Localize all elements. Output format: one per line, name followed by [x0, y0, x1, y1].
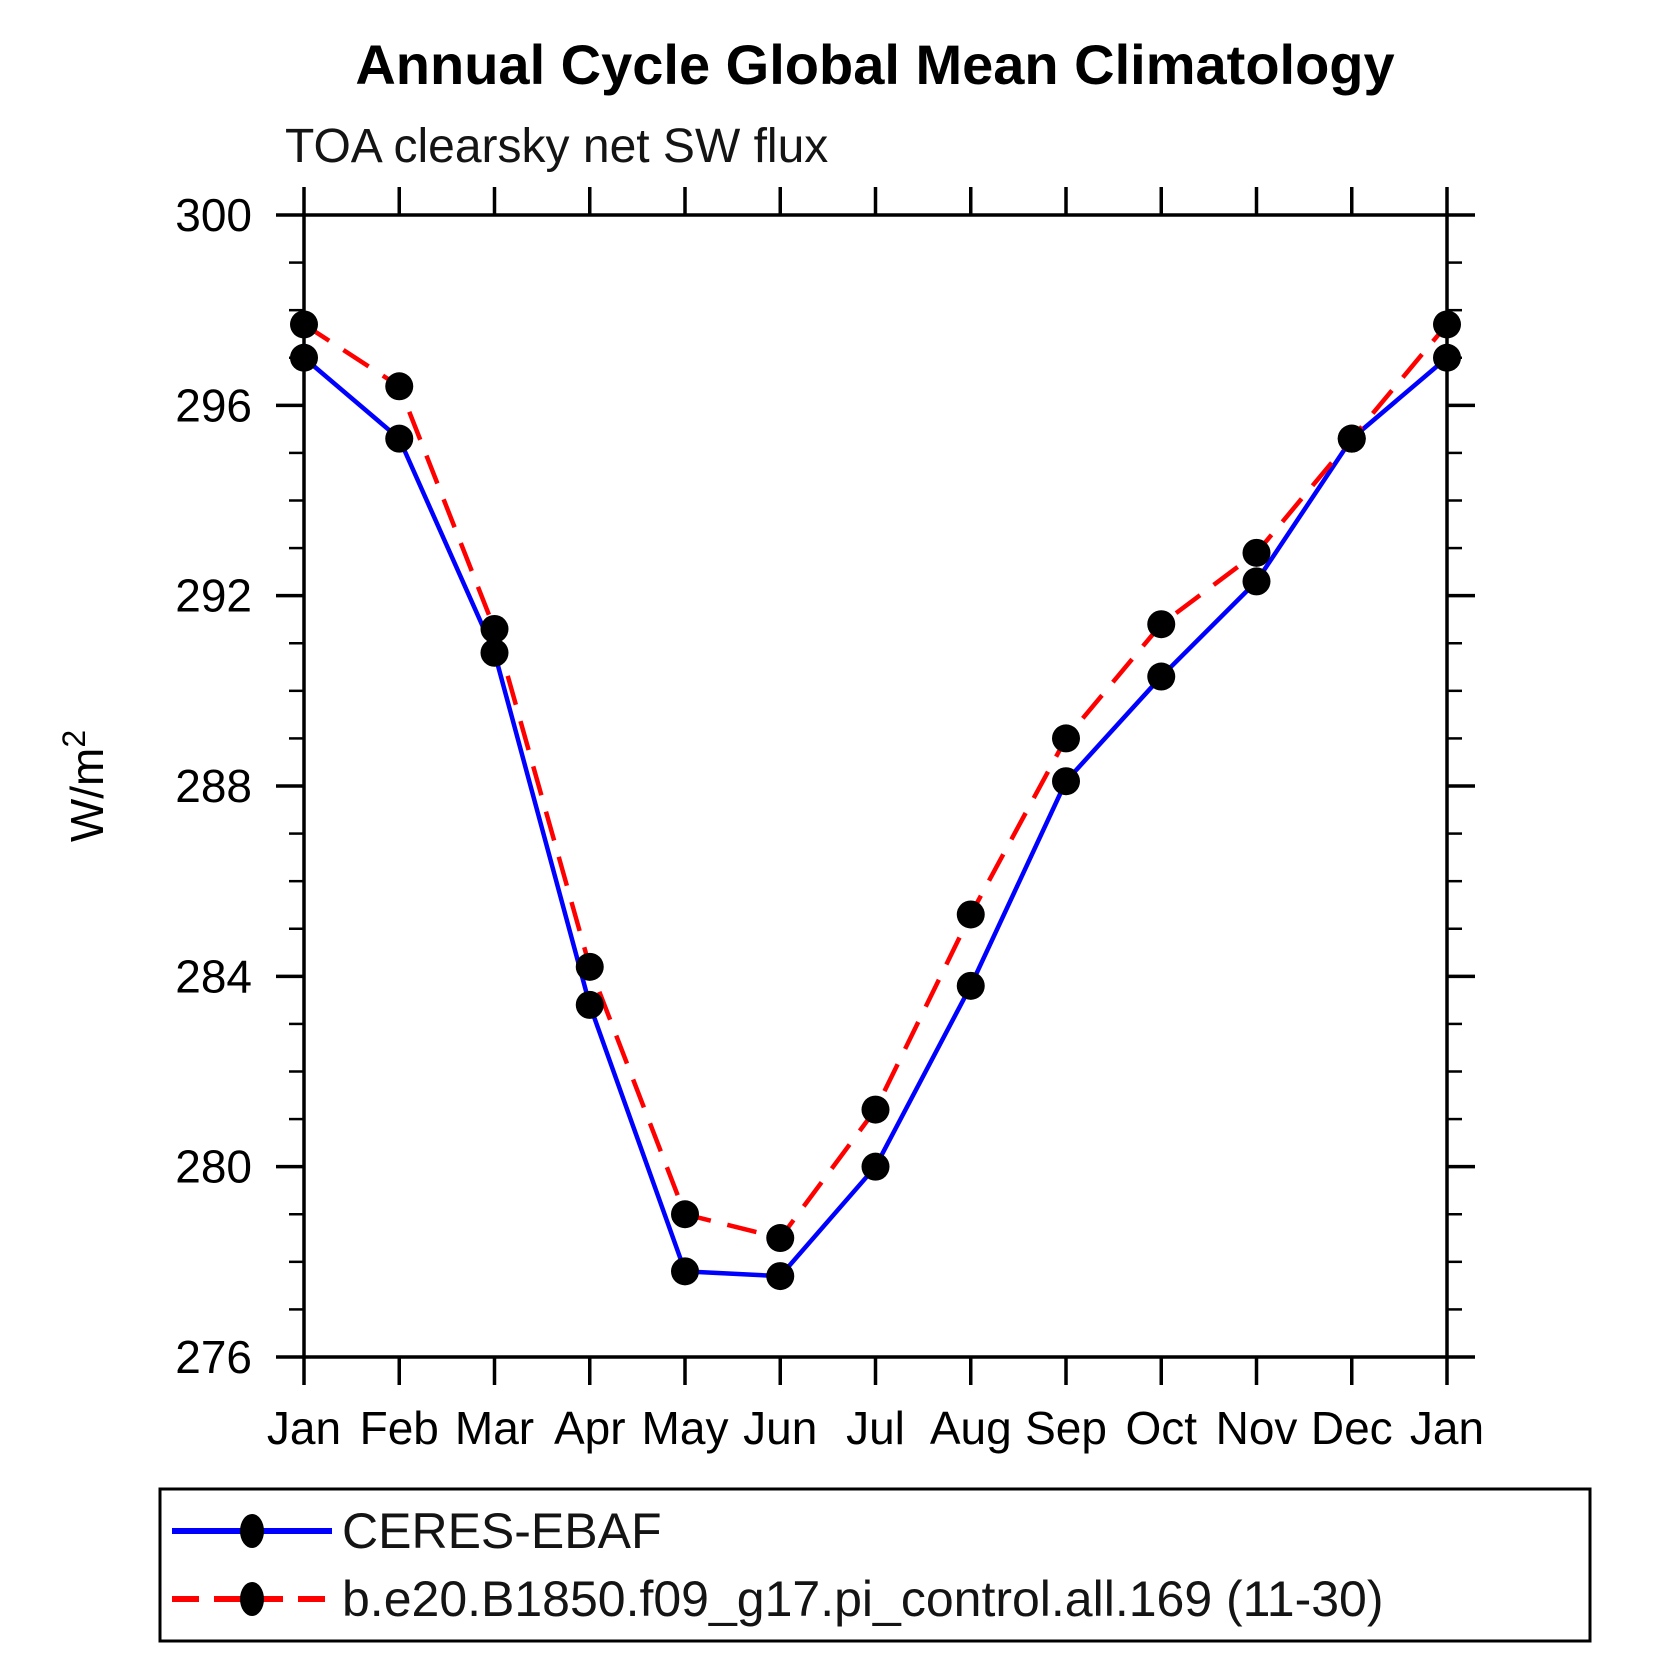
chart-legend: CERES-EBAF b.e20.B1850.f09_g17.pi_contro… [158, 1487, 1592, 1643]
data-point-marker [480, 614, 509, 643]
data-point-marker [480, 638, 509, 667]
data-point-marker [671, 1257, 699, 1286]
data-point-marker [766, 1224, 795, 1253]
legend-label-ceres: CERES-EBAF [342, 1503, 662, 1559]
legend-label-model: b.e20.B1850.f09_g17.pi_control.all.169 (… [342, 1571, 1384, 1627]
legend-marker-dot [240, 1514, 264, 1548]
data-point-marker [671, 1200, 699, 1229]
x-tick-label: Aug [930, 1402, 1012, 1454]
x-tick-label: May [642, 1402, 729, 1454]
data-point-marker [290, 343, 318, 372]
y-tick-label: 280 [175, 1141, 252, 1193]
x-tick-label: Jan [1410, 1402, 1484, 1454]
x-tick-label: Jun [743, 1402, 817, 1454]
chart-title: Annual Cycle Global Mean Climatology [355, 33, 1394, 96]
data-point-marker [385, 372, 414, 401]
data-point-marker [1242, 567, 1271, 596]
x-tick-label: Sep [1025, 1402, 1107, 1454]
x-tick-label: Apr [554, 1402, 626, 1454]
x-tick-label: Nov [1216, 1402, 1298, 1454]
x-tick-label: Jan [267, 1402, 341, 1454]
data-point-marker [1242, 538, 1271, 567]
data-point-marker [290, 310, 318, 339]
data-point-marker [1433, 343, 1461, 372]
data-point-marker [861, 1095, 890, 1124]
data-point-marker [861, 1152, 890, 1181]
plot-box [302, 213, 1449, 1359]
data-point-marker [956, 971, 985, 1000]
data-point-marker [575, 952, 604, 981]
chart-subtitle: TOA clearsky net SW flux [285, 120, 828, 173]
data-point-marker [1147, 662, 1176, 691]
y-tick-label: 296 [175, 379, 252, 431]
data-point-marker [1337, 424, 1366, 453]
data-point-marker [1147, 610, 1176, 639]
data-point-marker [956, 900, 985, 929]
plot-area: 300 296 292 288 284 280 276 Jan Feb Mar Apr May Jun J… [56, 187, 1484, 1454]
data-point-marker [385, 424, 414, 453]
data-point-marker [1433, 310, 1461, 339]
legend-entry-model: b.e20.B1850.f09_g17.pi_control.all.169 (… [172, 1571, 1384, 1627]
y-tick-label: 292 [175, 570, 252, 622]
y-tick-label: 284 [175, 950, 252, 1002]
legend-marker-dot [240, 1582, 264, 1616]
x-tick-label: Jul [846, 1402, 905, 1454]
y-axis-label: W/m2 [56, 730, 113, 842]
y-tick-label: 300 [175, 189, 252, 241]
legend-entry-ceres: CERES-EBAF [172, 1503, 662, 1559]
series-line-ceres [302, 356, 1449, 1279]
x-tick-label: Feb [360, 1402, 439, 1454]
legend-box [158, 1487, 1592, 1643]
x-tick-label: Oct [1125, 1402, 1197, 1454]
data-point-marker [766, 1262, 795, 1291]
y-tick-label: 276 [175, 1331, 252, 1383]
data-point-marker [1052, 724, 1080, 753]
x-tick-label: Dec [1311, 1402, 1393, 1454]
data-point-marker [1052, 767, 1080, 796]
data-point-marker [575, 990, 604, 1019]
x-tick-label: Mar [455, 1402, 534, 1454]
y-tick-label: 288 [175, 760, 252, 812]
